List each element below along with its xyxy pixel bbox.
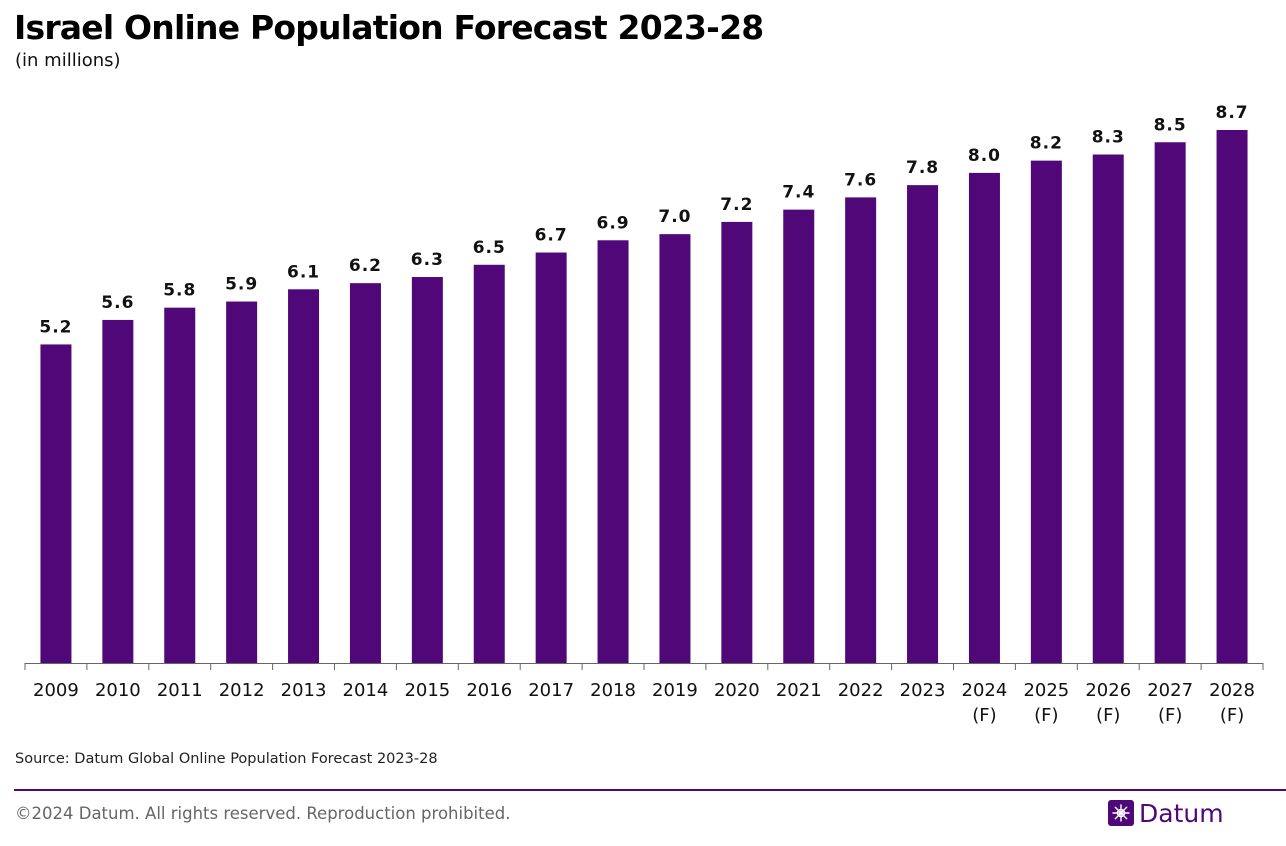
bar-2012 <box>226 301 258 663</box>
source-note: Source: Datum Global Online Population F… <box>15 751 438 767</box>
brand-logo: Datum <box>1108 797 1224 829</box>
bar-chart: 5.2 2009 5.6 2010 5.8 2011 5.9 2012 6.1 2013 6.2 20… <box>24 103 1264 726</box>
chart-title: Israel Online Population Forecast 2023-2… <box>14 8 764 47</box>
x-tick-label: 2024 (F) <box>962 680 1008 726</box>
data-label: 8.7 <box>1215 103 1248 123</box>
bar-2020 <box>721 221 753 663</box>
data-label: 6.9 <box>596 213 629 233</box>
datum-logo-icon <box>1108 800 1134 826</box>
bar-2027 <box>1154 142 1186 663</box>
data-label: 6.2 <box>349 256 382 276</box>
data-label: 7.6 <box>844 170 877 190</box>
x-tick-label: 2013 <box>281 680 327 701</box>
x-tick-label: 2011 <box>157 680 203 701</box>
bar-2015 <box>411 277 443 663</box>
bar-2019 <box>659 234 691 663</box>
data-label: 5.6 <box>101 293 134 313</box>
data-label: 6.1 <box>287 262 320 282</box>
bar-2022 <box>845 197 877 663</box>
data-label: 7.4 <box>782 183 815 203</box>
x-tick-label: 2021 <box>776 680 822 701</box>
bar-2018 <box>597 240 629 663</box>
data-label: 5.8 <box>163 281 196 301</box>
data-label: 6.3 <box>411 250 444 270</box>
data-label: 8.3 <box>1092 128 1125 148</box>
x-tick-label: 2010 <box>95 680 141 701</box>
bar-2024 <box>968 172 1000 663</box>
x-tick-label: 2019 <box>652 680 698 701</box>
x-tick-label: 2028 (F) <box>1209 680 1255 726</box>
copyright-notice: ©2024 Datum. All rights reserved. Reprod… <box>15 804 511 823</box>
data-label: 8.2 <box>1030 134 1063 154</box>
x-tick-label: 2012 <box>219 680 265 701</box>
data-label: 7.8 <box>906 158 939 178</box>
data-label: 8.0 <box>968 146 1001 166</box>
bar-2028 <box>1216 130 1248 663</box>
x-tick-label: 2027 (F) <box>1147 680 1193 726</box>
bar-2013 <box>288 289 320 663</box>
footer-divider <box>14 789 1286 791</box>
data-label: 5.2 <box>39 317 72 337</box>
bar-2010 <box>102 319 134 663</box>
bar-2014 <box>349 283 381 663</box>
x-tick-label: 2016 <box>466 680 512 701</box>
brand-name: Datum <box>1139 798 1224 828</box>
x-tick-label: 2020 <box>714 680 760 701</box>
bar-2009 <box>40 344 72 663</box>
x-tick-label: 2009 <box>33 680 79 701</box>
data-label: 7.0 <box>658 207 691 227</box>
data-label: 5.9 <box>225 275 258 295</box>
x-tick-label: 2014 <box>343 680 389 701</box>
x-tick-label: 2018 <box>590 680 636 701</box>
chart-subtitle: (in millions) <box>15 50 121 71</box>
x-tick-label: 2015 <box>404 680 450 701</box>
data-label: 7.2 <box>720 195 753 215</box>
bar-2016 <box>473 264 505 663</box>
x-tick-label: 2025 (F) <box>1023 680 1069 726</box>
data-label: 6.5 <box>473 238 506 258</box>
x-tick-label: 2022 <box>838 680 884 701</box>
bar-2021 <box>783 209 815 663</box>
bar-2026 <box>1092 154 1124 663</box>
x-tick-label: 2023 <box>900 680 946 701</box>
data-label: 6.7 <box>535 226 568 246</box>
bar-2017 <box>535 252 567 663</box>
x-tick-label: 2017 <box>528 680 574 701</box>
bar-2011 <box>164 307 196 663</box>
bar-2023 <box>907 185 939 663</box>
bar-2025 <box>1030 160 1062 663</box>
data-label: 8.5 <box>1154 115 1187 135</box>
x-tick-label: 2026 (F) <box>1085 680 1131 726</box>
